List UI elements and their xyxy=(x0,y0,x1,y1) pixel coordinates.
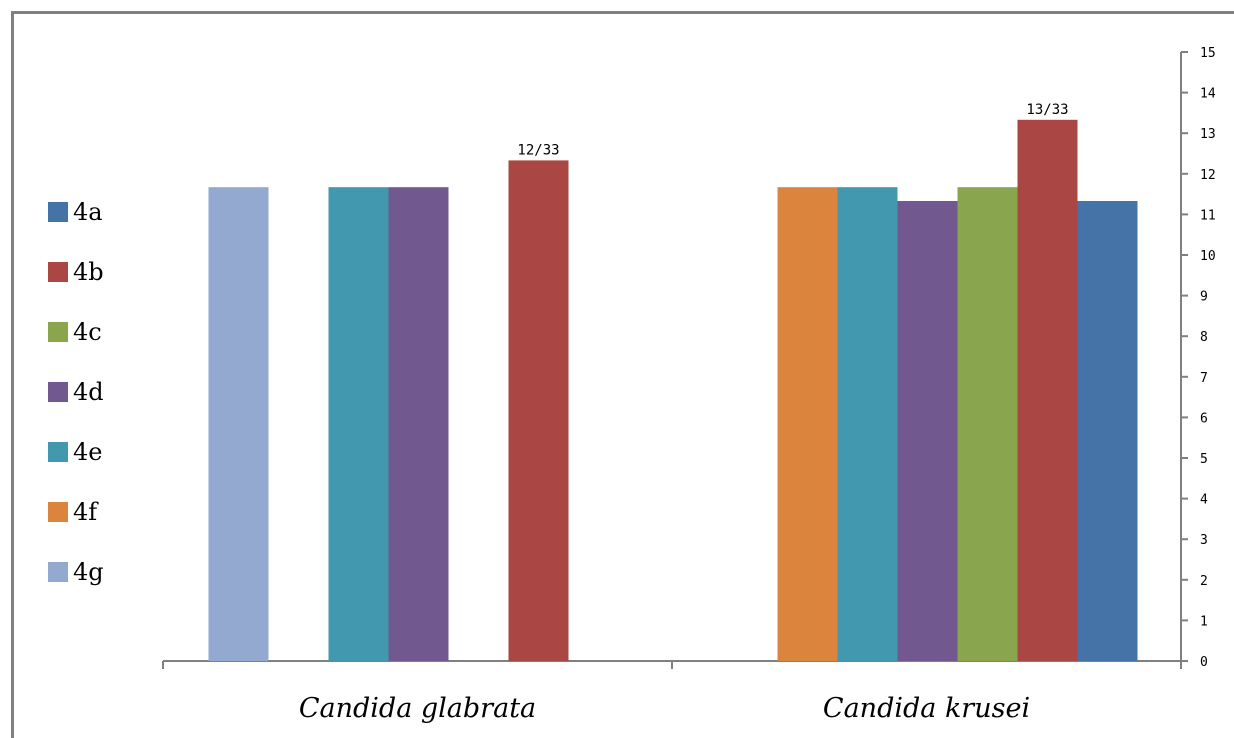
category-label: Candida glabrata xyxy=(299,693,536,724)
bar-4e xyxy=(328,187,389,661)
category-label: Candida krusei xyxy=(823,693,1030,724)
legend-swatch xyxy=(48,382,68,402)
y-tick-label: 8 xyxy=(1200,330,1208,345)
legend-label: 4e xyxy=(73,438,103,466)
data-label: 13/33 xyxy=(1026,102,1068,118)
legend-item-4a: 4a xyxy=(48,182,104,242)
legend-item-4g: 4g xyxy=(48,542,104,602)
y-tick-label: 15 xyxy=(1200,46,1216,61)
y-tick-label: 10 xyxy=(1200,249,1216,264)
legend-label: 4c xyxy=(73,318,102,346)
legend-swatch xyxy=(48,442,68,462)
y-tick-label: 7 xyxy=(1200,371,1208,386)
legend-label: 4b xyxy=(73,258,104,286)
bar-4d xyxy=(388,187,449,661)
legend-swatch xyxy=(48,322,68,342)
legend-item-4f: 4f xyxy=(48,482,104,542)
bar-4f xyxy=(777,187,838,661)
data-label: 12/33 xyxy=(517,142,559,158)
legend-label: 4a xyxy=(73,198,103,226)
legend-swatch xyxy=(48,262,68,282)
y-tick-label: 13 xyxy=(1200,127,1216,142)
legend: 4a 4b 4c 4d 4e 4f 4g xyxy=(48,182,104,602)
bar-4d xyxy=(897,201,958,661)
legend-item-4e: 4e xyxy=(48,422,104,482)
y-tick-label: 9 xyxy=(1200,290,1208,305)
y-tick-label: 11 xyxy=(1200,208,1216,223)
bar-4b xyxy=(1017,119,1078,661)
bar-4g xyxy=(208,187,269,661)
legend-label: 4f xyxy=(73,498,98,526)
bar-4b xyxy=(508,160,569,662)
bar-4e xyxy=(837,187,898,661)
y-tick-label: 2 xyxy=(1200,574,1208,589)
chart-border xyxy=(11,11,1234,738)
legend-item-4b: 4b xyxy=(48,242,104,302)
legend-swatch xyxy=(48,202,68,222)
legend-item-4c: 4c xyxy=(48,302,104,362)
legend-label: 4d xyxy=(73,378,104,406)
legend-label: 4g xyxy=(73,558,104,586)
bar-4c xyxy=(957,187,1018,661)
y-tick-label: 3 xyxy=(1200,533,1208,548)
y-tick-label: 1 xyxy=(1200,614,1208,629)
bar-4a xyxy=(1077,201,1138,661)
y-tick-label: 12 xyxy=(1200,168,1216,183)
legend-item-4d: 4d xyxy=(48,362,104,422)
y-tick-label: 4 xyxy=(1200,493,1208,508)
y-tick-label: 5 xyxy=(1200,452,1208,467)
y-tick-label: 14 xyxy=(1200,87,1216,102)
y-tick-label: 0 xyxy=(1200,655,1208,670)
y-tick-label: 6 xyxy=(1200,411,1208,426)
legend-swatch xyxy=(48,562,68,582)
legend-swatch xyxy=(48,502,68,522)
